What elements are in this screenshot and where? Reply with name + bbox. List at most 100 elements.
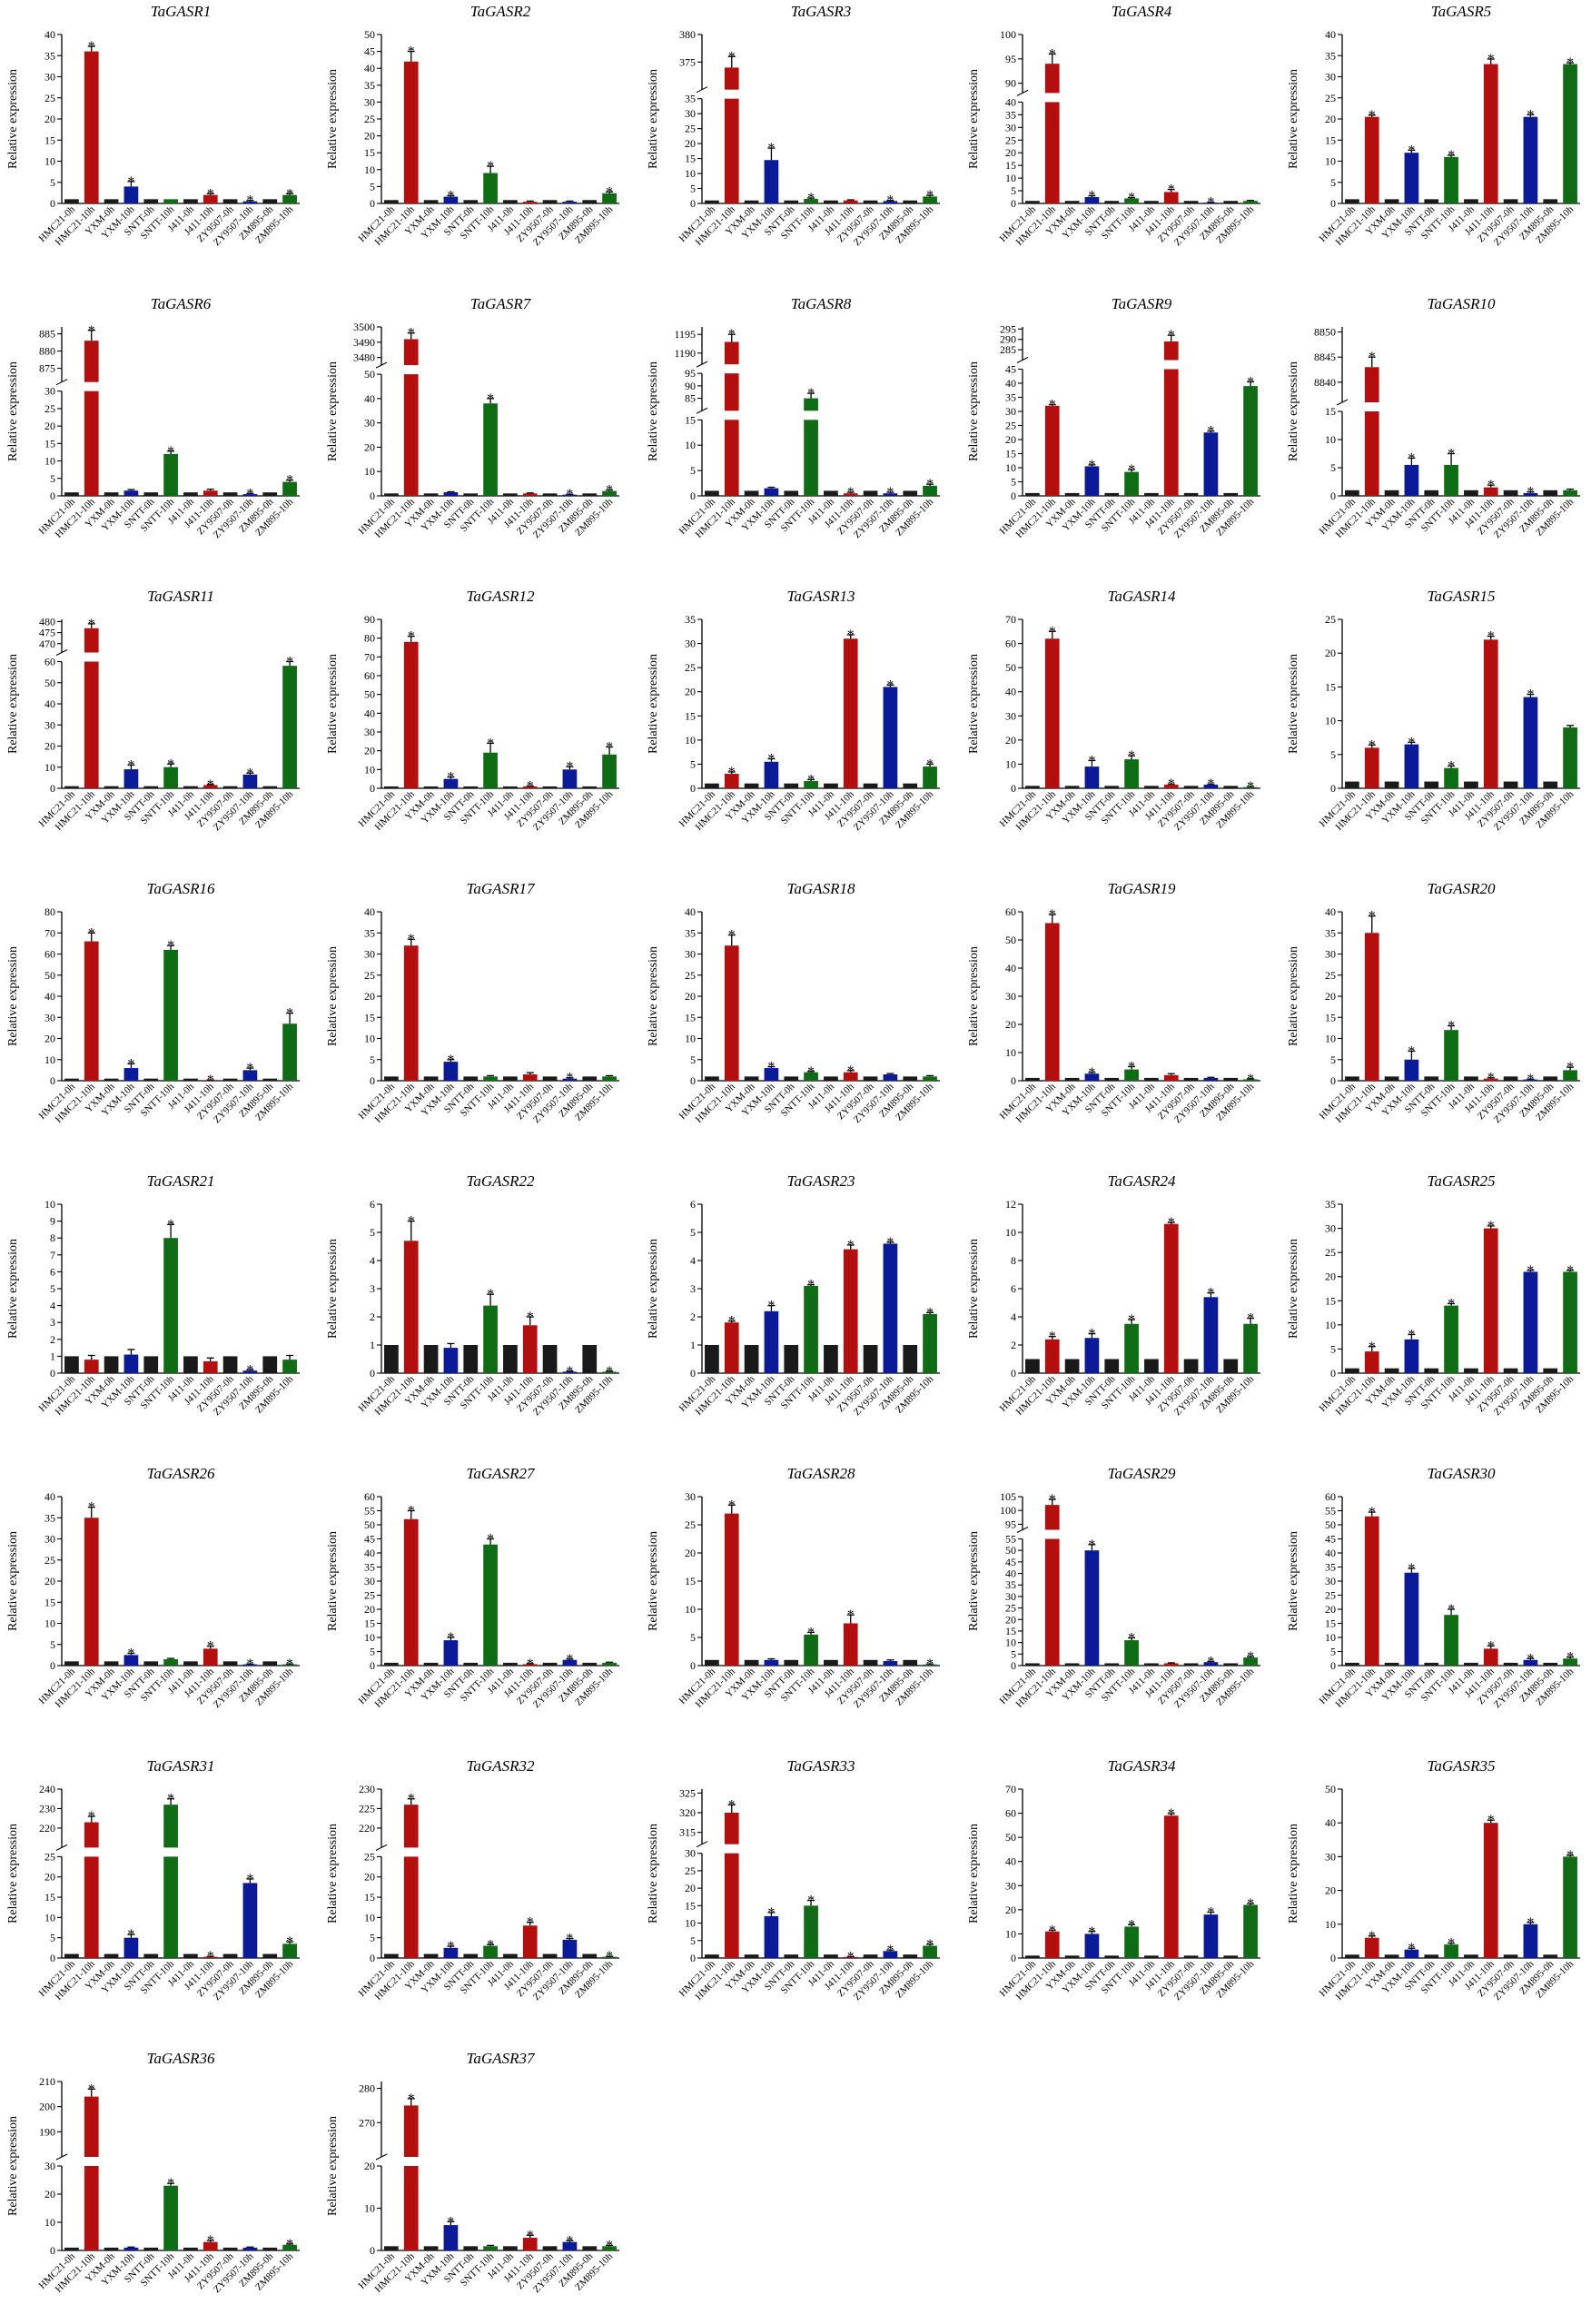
y-tick-label: 10 [685,1603,696,1616]
y-axis-label: Relative expression [967,946,981,1046]
significance-star: * [728,1314,736,1330]
y-tick-label: 10 [44,155,55,168]
y-tick-label: 470 [39,638,55,650]
y-tick-label: 15 [1005,159,1016,172]
y-tick-label: 7 [50,1249,55,1261]
bar [143,2247,159,2250]
significance-star: * [167,2176,174,2191]
bar [1384,1368,1399,1373]
bar [183,1356,198,1373]
y-tick-label: 20 [44,1871,55,1884]
y-tick-label: 1 [690,1339,696,1351]
bar [104,1078,119,1081]
bar [1064,201,1080,203]
significance-star: * [1207,776,1214,792]
y-tick-label: 50 [44,969,55,982]
y-tick-label: 6 [1011,1282,1016,1295]
significance-star: * [167,1217,174,1232]
y-tick-label: 25 [44,402,55,415]
significance-star: * [926,1937,934,1953]
bar [1345,1076,1359,1081]
significance-star: * [1168,328,1175,343]
bar [1243,1323,1258,1373]
bar [1523,1079,1538,1081]
significance-star: * [88,925,95,941]
bar-break-gap [402,2157,420,2166]
bar-break-gap [723,364,740,374]
y-axis-label: Relative expression [6,654,20,754]
axis-break-mark [1016,1527,1029,1533]
y-tick-label: 50 [1325,1783,1336,1795]
bar [163,453,178,496]
significance-star: * [1128,1917,1135,1933]
bar [923,1076,937,1081]
y-tick-label: 30 [1005,1590,1016,1603]
y-axis-label: Relative expression [1287,1824,1300,1923]
bar [1064,786,1080,788]
y-tick-label: 15 [1325,1011,1336,1024]
chart-panel: TaGASR36 Relative expression 0 10 20 30 190 200… [6,2050,300,2295]
y-tick-label: 50 [1005,1544,1016,1557]
bar [1223,1077,1239,1081]
significance-star: * [246,486,253,501]
panel-title: TaGASR8 [791,295,852,312]
y-tick-label: 60 [44,656,55,668]
bar [522,2238,538,2250]
bar [1364,116,1379,203]
y-tick-label: 0 [690,1952,696,1964]
y-tick-label: 40 [1005,1567,1016,1580]
bar [384,786,399,788]
y-tick-label: 105 [1000,1490,1016,1503]
bar [843,200,858,203]
bar [64,2247,79,2250]
bar [883,1661,898,1666]
bar [463,1953,479,1958]
bar [883,1951,898,1958]
panel-title: TaGASR3 [791,3,851,20]
bar [1464,1662,1478,1666]
panel-title: TaGASR4 [1112,3,1172,20]
axis-break-mark [696,1841,708,1848]
chart-panel: TaGASR7 Relative expression 0 10 20 30 40 50 348… [326,295,619,540]
significance-star: * [167,938,174,954]
bar [1444,767,1458,788]
y-tick-label: 35 [685,93,696,105]
significance-star: * [767,1060,775,1075]
bar [463,1345,479,1373]
significance-star: * [1049,1330,1056,1345]
bar [143,492,159,496]
significance-star: * [1408,143,1415,158]
significance-star: * [527,1915,534,1931]
significance-star: * [1049,1923,1056,1938]
significance-star: * [1487,1813,1495,1828]
bar [282,481,297,496]
y-tick-label: 5 [690,1631,696,1644]
y-tick-label: 295 [1000,322,1016,335]
significance-star: * [1487,1638,1495,1654]
bar [1543,781,1558,788]
y-tick-label: 12 [1005,1198,1016,1211]
significance-star: * [1369,737,1376,753]
bar [1503,1662,1518,1666]
bar [724,945,739,1081]
bar [824,200,838,203]
bar [1104,1359,1120,1373]
bar [124,769,139,788]
bar [403,945,419,1081]
axis-break-mark [696,86,708,94]
significance-star: * [487,1937,494,1953]
bar [1223,201,1239,203]
panel-title: TaGASR25 [1428,1172,1496,1190]
significance-star: * [1527,1263,1534,1279]
y-tick-label: 60 [1005,905,1016,918]
bar [183,492,198,496]
significance-star: * [207,1073,214,1088]
y-tick-label: 0 [1011,1659,1016,1672]
y-axis-label: Relative expression [1287,1239,1300,1339]
y-tick-label: 9 [50,1215,55,1228]
y-tick-label: 5 [50,472,55,485]
y-tick-label: 30 [685,1847,696,1860]
bar [1384,1076,1399,1081]
bar [1483,1648,1498,1666]
